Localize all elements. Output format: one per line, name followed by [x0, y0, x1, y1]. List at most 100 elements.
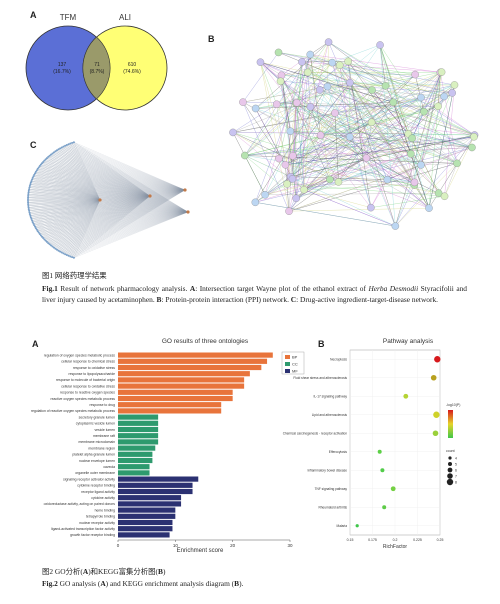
node — [328, 58, 337, 67]
edge — [296, 72, 308, 199]
y-tick-label: regulation of reactive oxygen species me… — [31, 409, 115, 413]
edge — [276, 104, 291, 132]
edge — [40, 211, 189, 236]
edge — [408, 111, 425, 134]
edge — [29, 185, 186, 191]
node — [27, 204, 30, 207]
edge — [41, 199, 101, 237]
edge — [232, 132, 266, 195]
edge — [31, 195, 151, 220]
edge — [301, 61, 415, 186]
edge — [332, 62, 458, 164]
edge — [56, 189, 186, 250]
node — [34, 172, 37, 175]
edge — [73, 142, 186, 191]
edge — [412, 138, 458, 164]
node — [27, 191, 30, 194]
node — [71, 141, 74, 144]
caption-cn: 图1 网络药理学结果 — [42, 271, 107, 280]
bar — [118, 358, 268, 364]
edge — [334, 112, 458, 164]
legend-swatch — [285, 355, 290, 359]
edge — [49, 155, 186, 191]
y-tick-label: cytoplasmic vesicle lumen — [76, 422, 115, 426]
caption-part: : Intersection target Wayne plot of the … — [195, 284, 369, 293]
edge — [45, 159, 151, 197]
dot — [355, 524, 359, 528]
node — [36, 230, 39, 233]
edge — [72, 211, 189, 258]
edge — [55, 151, 186, 191]
edge — [280, 81, 291, 132]
edge — [260, 62, 394, 103]
edge — [303, 179, 330, 190]
edge — [242, 101, 388, 180]
node — [98, 198, 102, 202]
edge — [49, 195, 151, 245]
node — [43, 159, 46, 162]
node — [437, 68, 446, 76]
edge — [43, 161, 189, 213]
color-bar — [448, 410, 453, 438]
caption-part: B — [234, 579, 240, 588]
bar — [118, 439, 159, 445]
edge — [60, 211, 189, 252]
edge — [28, 192, 151, 197]
node — [35, 228, 38, 231]
edge — [292, 61, 349, 179]
caption-part: B — [158, 567, 163, 576]
edge — [332, 62, 475, 136]
node — [31, 219, 34, 222]
caption-part: A — [189, 284, 196, 293]
edge — [60, 148, 189, 213]
caption-part: Styracifolii and liver injury caused by … — [42, 284, 467, 304]
node — [33, 173, 36, 176]
bar — [118, 482, 193, 488]
venn-diagram: TFM ALI 137 (16.7%) 71 (8.7%) 610 (74.6%… — [25, 13, 168, 111]
edge — [338, 71, 442, 183]
node — [292, 194, 300, 203]
caption-part: A — [100, 579, 106, 588]
y-tick-label: membrane microdomain — [78, 440, 115, 444]
edge — [32, 189, 186, 223]
edge — [41, 189, 186, 237]
y-tick-label: cellular response to chemical stress — [61, 360, 115, 364]
edge — [366, 122, 372, 158]
x-tick-label: 0.175 — [368, 538, 377, 542]
edge — [29, 199, 101, 211]
edge — [28, 189, 186, 191]
edge — [28, 195, 151, 203]
size-key — [446, 478, 454, 486]
node — [43, 238, 46, 241]
edge — [72, 142, 186, 191]
y-tick-label: Lipid and atherosclerosis — [312, 413, 348, 417]
node — [27, 189, 30, 192]
edge — [29, 187, 186, 191]
bar — [118, 408, 222, 414]
y-tick-label: cytokine activity — [91, 496, 115, 500]
edge — [370, 72, 441, 208]
edge — [34, 174, 151, 197]
edge — [44, 195, 151, 240]
edge — [56, 150, 151, 197]
edge — [285, 97, 422, 165]
node — [425, 204, 433, 212]
edge — [68, 144, 186, 191]
edge — [61, 199, 101, 253]
edge — [379, 44, 396, 227]
edge — [73, 199, 101, 258]
edge — [28, 197, 101, 201]
node — [54, 247, 57, 250]
edge — [29, 199, 101, 213]
node — [29, 216, 32, 219]
node — [50, 153, 53, 156]
edge — [63, 146, 186, 191]
edge — [366, 157, 430, 209]
node — [38, 232, 41, 235]
edge — [290, 131, 422, 166]
node — [285, 207, 293, 215]
edge — [46, 158, 186, 191]
edge — [39, 199, 101, 235]
venn-set-label: ALI — [119, 13, 131, 22]
edge — [28, 189, 186, 196]
